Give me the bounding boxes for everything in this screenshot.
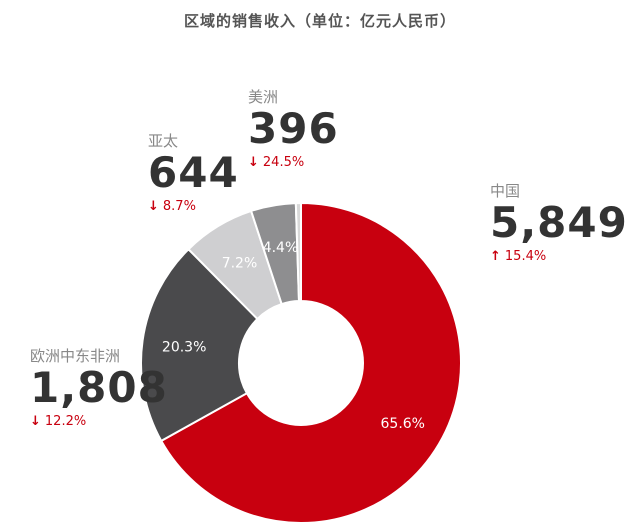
arrow-down-icon: ↓ (248, 155, 259, 170)
change-value: 12.2% (44, 414, 87, 429)
region-name-americas: 美洲 (248, 88, 279, 106)
donut-slice-1 (140, 247, 259, 443)
callout-emea: 欧洲中东非洲 1,808 ↓ 12.2% (30, 347, 168, 431)
region-value-apac: 644 (148, 148, 239, 197)
region-value-china: 5,849 (490, 198, 628, 247)
region-change-emea: ↓ 12.2% (30, 413, 168, 431)
region-value-emea: 1,808 (30, 363, 168, 412)
donut-slice-0 (159, 201, 462, 524)
slice-percent-label-1: 20.3% (162, 339, 206, 355)
slice-percent-label-3: 4.4% (263, 240, 299, 256)
callout-apac: 亚太 644 ↓ 8.7% (148, 132, 239, 216)
arrow-down-icon: ↓ (148, 199, 159, 214)
chart-title: 区域的销售收入（单位：亿元人民币） (183, 12, 456, 30)
change-value: 8.7% (162, 199, 196, 214)
region-name-china: 中国 (490, 182, 521, 200)
region-value-americas: 396 (248, 104, 339, 153)
region-change-americas: ↓ 24.5% (248, 154, 339, 172)
change-value: 24.5% (262, 155, 305, 170)
slice-percent-label-0: 65.6% (381, 416, 425, 432)
region-change-china: ↑ 15.4% (490, 248, 628, 266)
region-name-apac: 亚太 (148, 132, 179, 150)
slice-percent-label-2: 7.2% (222, 255, 258, 271)
region-name-emea: 欧洲中东非洲 (30, 347, 121, 365)
donut-slice-4 (294, 201, 302, 303)
arrow-down-icon: ↓ (30, 414, 41, 429)
callout-china: 中国 5,849 ↑ 15.4% (490, 182, 628, 266)
region-change-apac: ↓ 8.7% (148, 198, 239, 216)
callout-americas: 美洲 396 ↓ 24.5% (248, 88, 339, 172)
change-value: 15.4% (504, 249, 547, 264)
arrow-up-icon: ↑ (490, 249, 501, 264)
